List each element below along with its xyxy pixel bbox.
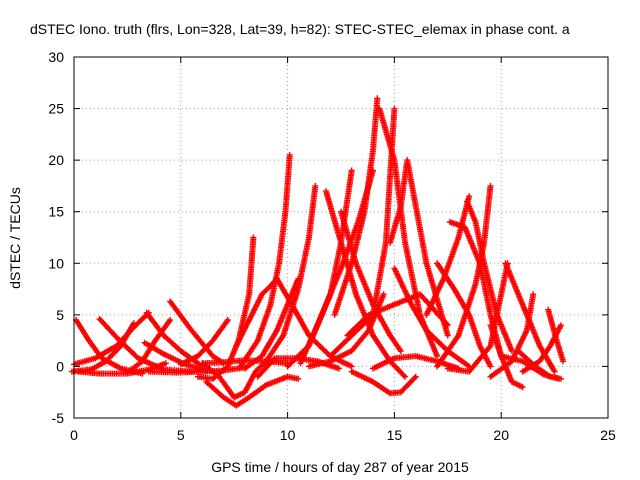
data-series-47 [515,348,564,382]
data-series-30 [387,157,451,339]
x-tick-label: 5 [177,427,185,443]
data-series-8 [167,298,227,367]
data-series-46 [545,306,567,365]
axis-ticks: 0 5 10 15 20 25 -5 0 5 10 15 20 25 30 [48,49,616,443]
y-tick-label: 25 [48,101,64,117]
y-tick-label: -5 [52,410,65,426]
data-layer [68,95,567,409]
data-series-22 [284,167,355,370]
y-tick-label: 0 [56,358,64,374]
y-axis-label: dSTEC / TECUs [7,187,23,289]
data-series-18 [233,275,280,349]
data-series-39 [434,182,494,370]
data-series-41 [444,260,511,375]
data-series-10 [177,317,231,368]
x-tick-label: 25 [600,427,616,443]
data-series-28 [338,208,404,354]
data-series-14 [199,358,270,401]
data-series-15 [203,373,302,409]
y-tick-label: 30 [48,49,64,65]
data-series-7 [143,309,206,370]
y-tick-label: 5 [56,307,64,323]
data-series-20 [263,182,319,365]
x-tick-label: 10 [280,427,296,443]
y-tick-label: 10 [48,255,64,271]
x-axis-label: GPS time / hours of day 287 of year 2015 [211,459,469,475]
x-tick-label: 0 [70,427,78,443]
y-tick-label: 20 [48,152,64,168]
data-series-31 [348,368,419,397]
x-tick-label: 20 [493,427,509,443]
chart-title: dSTEC Iono. truth (flrs, Lon=328, Lat=39… [30,21,570,37]
y-tick-label: 15 [48,204,64,220]
x-tick-label: 15 [387,427,403,443]
plot-frame [73,56,609,419]
